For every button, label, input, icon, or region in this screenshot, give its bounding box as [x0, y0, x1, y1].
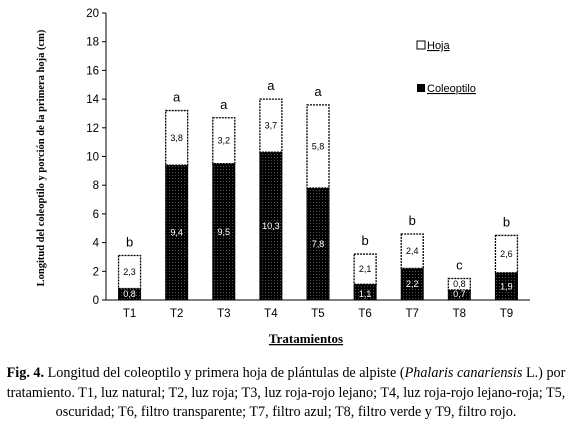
bar-chart: 0 2 4 6 8 10 12 14 16 18 20 0,8 2,3 b T1 9,4 3,8 a T2 9,5 3… [36, 8, 530, 346]
y-tick-label: 18 [86, 37, 99, 49]
figure-caption: Fig. 4. Longitud del coleoptilo y primer… [4, 364, 568, 423]
legend-swatch-hoja [416, 40, 426, 50]
caption-fig-label: Fig. 4. [6, 365, 45, 381]
data-label-hoja: 0,8 [453, 279, 466, 289]
y-axis-label: Longitud del coleoptilo y porción de la … [36, 29, 47, 286]
significance-letter: b [409, 213, 416, 228]
x-tick-label: T3 [217, 308, 230, 320]
caption-text-start: Longitud del coleoptilo y primera hoja d… [44, 365, 405, 381]
bar-hoja-t6 [353, 253, 377, 285]
data-label-hoja: 5,8 [312, 141, 325, 151]
data-label-hoja: 2,1 [359, 264, 372, 274]
data-label-coleoptilo: 7,8 [312, 239, 325, 249]
y-tick-label: 12 [86, 123, 99, 135]
y-tick-label: 16 [86, 65, 99, 77]
data-label-hoja: 2,4 [406, 246, 419, 256]
data-label-hoja: 3,8 [170, 133, 183, 143]
data-label-coleoptilo: 10,3 [262, 221, 280, 231]
y-tick-label: 6 [93, 209, 99, 221]
data-label-coleoptilo: 1,9 [500, 281, 513, 291]
x-axis-label: Tratamientos [269, 331, 343, 346]
data-label-coleoptilo: 0,7 [453, 289, 466, 299]
data-label-coleoptilo: 9,4 [170, 228, 183, 238]
data-label-coleoptilo: 2,2 [406, 279, 419, 289]
data-label-hoja: 2,6 [500, 249, 513, 259]
x-tick-label: T1 [123, 308, 136, 320]
bar-hoja-t5 [306, 104, 330, 189]
x-tick-label: T6 [358, 308, 371, 320]
y-tick-label: 0 [93, 295, 99, 307]
y-tick-label: 20 [86, 8, 99, 20]
y-tick-label: 2 [93, 266, 99, 278]
x-tick-label: T2 [170, 308, 183, 320]
bar-hoja-t2 [165, 109, 189, 166]
significance-letter: a [267, 78, 275, 93]
x-tick-label: T4 [264, 308, 278, 320]
x-tick-label: T5 [311, 308, 324, 320]
bar-hoja-t7 [400, 233, 424, 270]
legend-label-hoja: Hoja [427, 40, 451, 52]
bar-hoja-t9 [494, 234, 519, 274]
legend-label-coleoptilo: Coleoptilo [427, 83, 476, 95]
significance-letter: b [503, 214, 510, 229]
significance-letter: a [220, 97, 228, 112]
x-tick-label: T9 [500, 308, 513, 320]
y-tick-label: 8 [93, 180, 99, 192]
x-tick-label: T7 [406, 308, 419, 320]
y-tick-label: 10 [86, 152, 99, 164]
caption-text-end: L.) por tratamiento. T1, luz natural; T2… [6, 365, 566, 421]
legend-swatch-coleoptilo [417, 84, 425, 92]
bar-hoja-t1 [117, 254, 142, 290]
data-label-coleoptilo: 0,8 [123, 289, 136, 299]
data-label-hoja: 3,2 [218, 136, 231, 146]
legend: Hoja Coleoptilo [416, 40, 476, 95]
bar-hoja-t8 [447, 277, 471, 291]
data-label-coleoptilo: 1,1 [359, 289, 372, 299]
significance-letter: a [173, 90, 181, 105]
caption-species-name: Phalaris canariensis [404, 365, 523, 381]
y-tick-label: 4 [93, 238, 100, 250]
significance-letter: b [126, 235, 133, 250]
significance-letter: b [361, 233, 368, 248]
bar-hoja-t4 [259, 98, 283, 153]
data-label-coleoptilo: 9,5 [218, 227, 231, 237]
x-tick-label: T8 [453, 308, 466, 320]
significance-letter: c [456, 257, 463, 272]
y-tick-label: 14 [86, 94, 99, 106]
data-label-hoja: 2,3 [123, 267, 136, 277]
data-label-hoja: 3,7 [265, 121, 278, 131]
bar-hoja-t3 [212, 117, 236, 165]
significance-letter: a [314, 84, 322, 99]
